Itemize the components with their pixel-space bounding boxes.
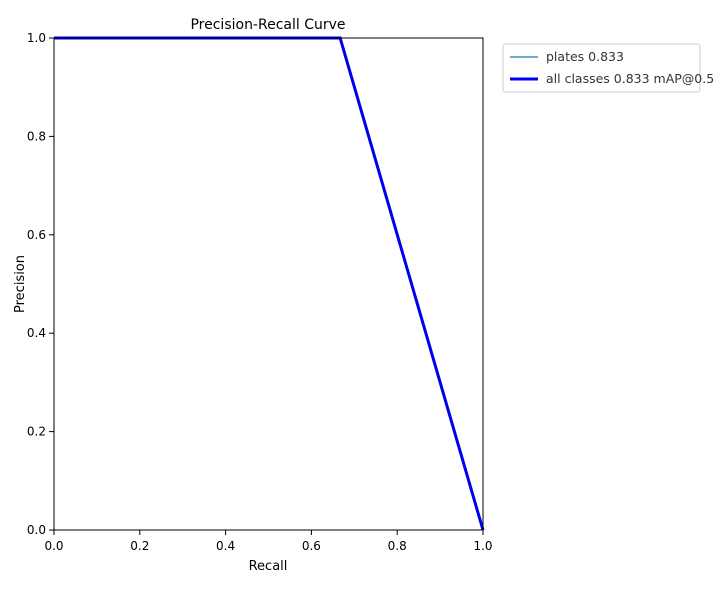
legend-label-1: plates 0.833 [546, 49, 624, 64]
x-axis-ticks: 0.0 0.2 0.4 0.6 0.8 1.0 [44, 530, 493, 553]
y-tick-label: 0.6 [27, 228, 46, 242]
y-tick-label: 0.0 [27, 523, 46, 537]
legend-entries: plates 0.833 all classes 0.833 mAP@0.5 [510, 49, 714, 86]
series-line-1 [54, 37, 484, 531]
x-axis-label: Recall [249, 559, 288, 574]
x-tick-label: 0.6 [302, 539, 321, 553]
y-tick-label: 0.4 [27, 326, 46, 340]
y-axis-ticks: 0.0 0.2 0.4 0.6 0.8 1.0 [27, 31, 54, 537]
y-tick-label: 0.2 [27, 425, 46, 439]
x-tick-label: 0.8 [388, 539, 407, 553]
chart-title: Precision-Recall Curve [190, 17, 345, 33]
y-tick-label: 0.8 [27, 129, 46, 143]
series-layer [54, 36, 485, 531]
x-tick-label: 0.2 [130, 539, 149, 553]
y-tick-label: 1.0 [27, 31, 46, 45]
x-tick-label: 0.0 [44, 539, 63, 553]
y-axis-label: Precision [13, 255, 28, 313]
plot-frame [53, 37, 484, 531]
x-tick-label: 0.4 [216, 539, 235, 553]
legend: plates 0.833 all classes 0.833 mAP@0.5 [502, 43, 714, 93]
series-line-2 [54, 36, 485, 531]
legend-label-2: all classes 0.833 mAP@0.5 [546, 71, 714, 86]
legend-box [502, 43, 701, 93]
x-tick-label: 1.0 [473, 539, 492, 553]
